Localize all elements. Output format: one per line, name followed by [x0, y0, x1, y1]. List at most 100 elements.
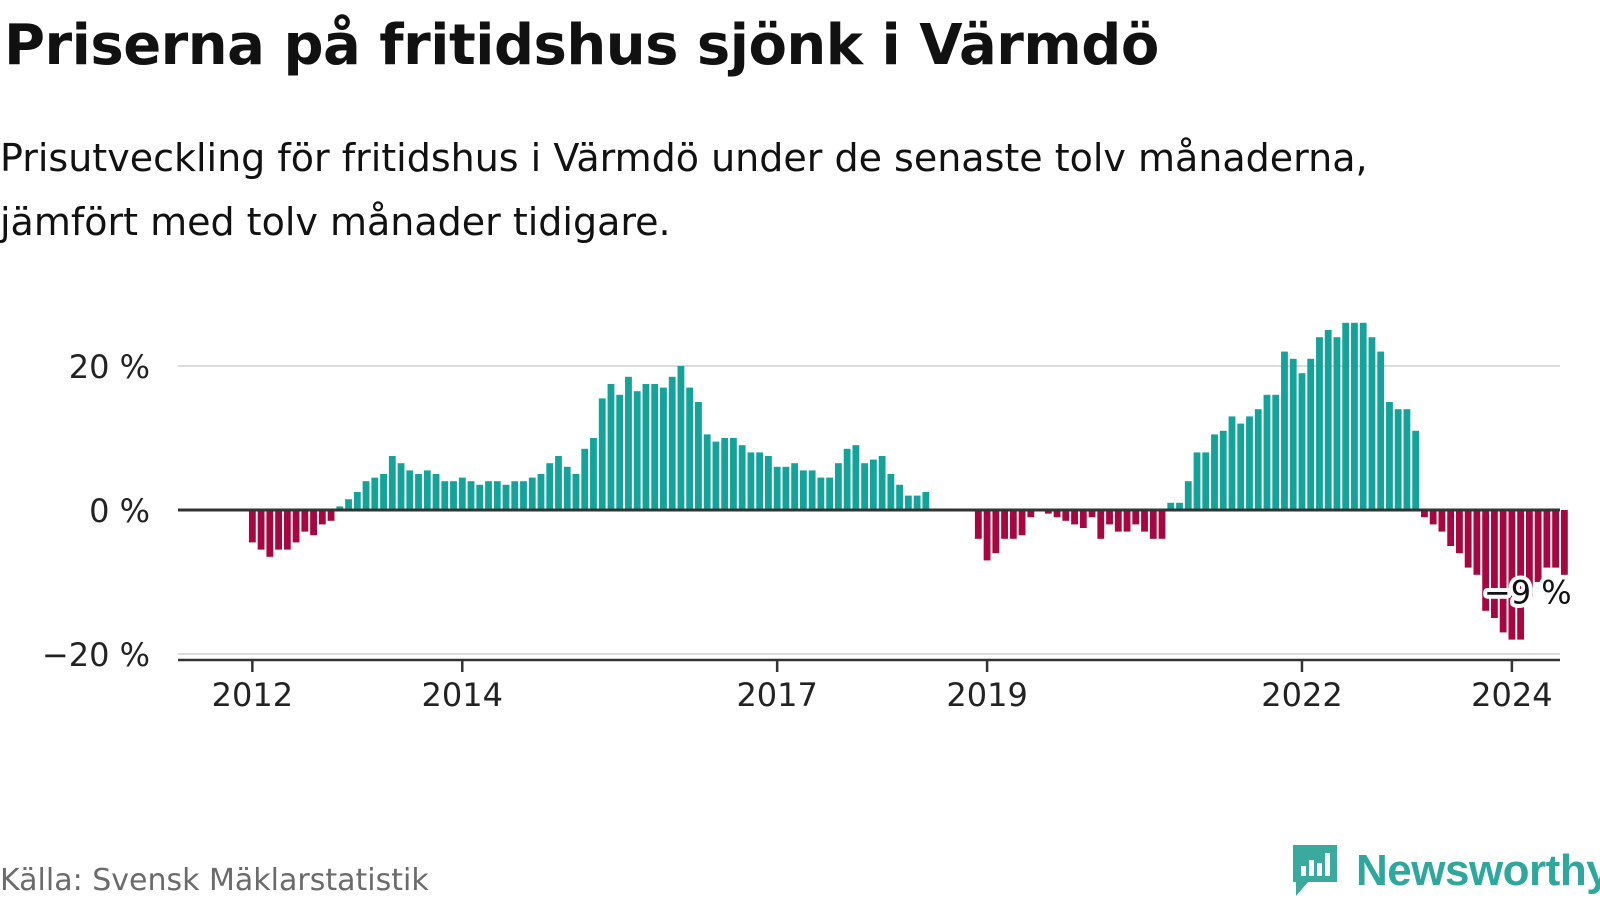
brand-logo[interactable]: Newsworthy [1290, 842, 1600, 900]
bar [1184, 481, 1192, 510]
bar [1386, 402, 1393, 510]
bar [1482, 510, 1490, 611]
bar [336, 506, 344, 510]
bar [1062, 510, 1070, 521]
bar [275, 510, 282, 550]
bar [1412, 430, 1420, 510]
bar [1429, 510, 1437, 525]
bar [852, 445, 860, 510]
bar [1421, 510, 1428, 518]
bar [642, 384, 650, 510]
bar [773, 466, 781, 510]
subtitle-line-1: Prisutveckling för fritidshus i Värmdö u… [0, 136, 1368, 180]
bar [248, 510, 256, 543]
bar [1263, 394, 1271, 510]
bar [371, 477, 379, 510]
bar [1464, 510, 1472, 568]
bar [1359, 322, 1367, 510]
bar [1246, 416, 1253, 510]
y-tick-label: 20 % [69, 348, 150, 386]
bar [1228, 416, 1236, 510]
bar [799, 470, 807, 510]
bar [1237, 423, 1245, 510]
bar [555, 456, 562, 510]
bar [677, 366, 685, 510]
x-tick-label: 2024 [1471, 676, 1552, 714]
bar [1158, 510, 1166, 539]
bar [1490, 510, 1498, 618]
bar [520, 481, 527, 510]
bar [1377, 351, 1385, 510]
bar [1149, 510, 1157, 539]
bar [1560, 510, 1568, 575]
bar [1106, 510, 1113, 525]
bar [406, 470, 414, 510]
bar [904, 495, 912, 510]
bar [380, 474, 387, 510]
bar [983, 510, 991, 561]
bar [896, 484, 904, 510]
bar [922, 492, 930, 510]
bar [1053, 510, 1061, 518]
bar [1097, 510, 1105, 539]
bar [467, 481, 475, 510]
bar [651, 384, 659, 510]
bar [266, 510, 274, 557]
bar [974, 510, 982, 539]
bar [738, 445, 746, 510]
bar [493, 481, 501, 510]
bar [283, 510, 291, 550]
bar [765, 456, 772, 510]
bar [572, 474, 580, 510]
bar [1289, 358, 1297, 510]
bar [616, 394, 624, 510]
bar [1254, 409, 1262, 510]
bar [808, 470, 816, 510]
bar [826, 477, 834, 510]
bar [310, 510, 317, 536]
x-tick-label: 2019 [946, 676, 1027, 714]
bar [834, 463, 842, 510]
bar [1324, 330, 1332, 510]
bar [1517, 510, 1525, 640]
bar [695, 402, 702, 510]
bar [1114, 510, 1122, 532]
bar [1123, 510, 1131, 532]
bar [1438, 510, 1446, 532]
bar [1141, 510, 1148, 532]
source-note: Källa: Svensk Mäklarstatistik [0, 863, 429, 898]
bar [633, 391, 641, 510]
bar [388, 456, 396, 510]
bar [441, 481, 449, 510]
bar [1088, 510, 1096, 518]
bar [1534, 510, 1542, 582]
bar [450, 481, 457, 510]
x-tick-label: 2012 [212, 676, 293, 714]
chart-subtitle: Prisutveckling för fritidshus i Värmdö u… [0, 126, 1590, 254]
bar [1211, 434, 1218, 510]
newsworthy-logo-icon [1293, 845, 1337, 896]
bar [1132, 510, 1140, 525]
bar [528, 477, 536, 510]
bar [1552, 510, 1560, 568]
bar [660, 387, 667, 510]
bar [257, 510, 265, 550]
bar [432, 474, 440, 510]
bar [887, 474, 895, 510]
bar [721, 438, 729, 510]
bar [1368, 337, 1376, 510]
bar [362, 481, 370, 510]
bar [1473, 510, 1481, 575]
bar [502, 484, 510, 510]
bar [1071, 510, 1078, 525]
bar [476, 484, 484, 510]
bar [1001, 510, 1008, 539]
bar [861, 463, 869, 510]
bar [1219, 430, 1227, 510]
bar [1272, 394, 1280, 510]
bar [511, 481, 519, 510]
bar [607, 384, 615, 510]
bar [913, 495, 921, 510]
bar-chart: 20 % 0 % −20 % 2012 2014 2017 2019 2022 2024 −9 % [41, 322, 1572, 714]
bar [869, 459, 877, 510]
